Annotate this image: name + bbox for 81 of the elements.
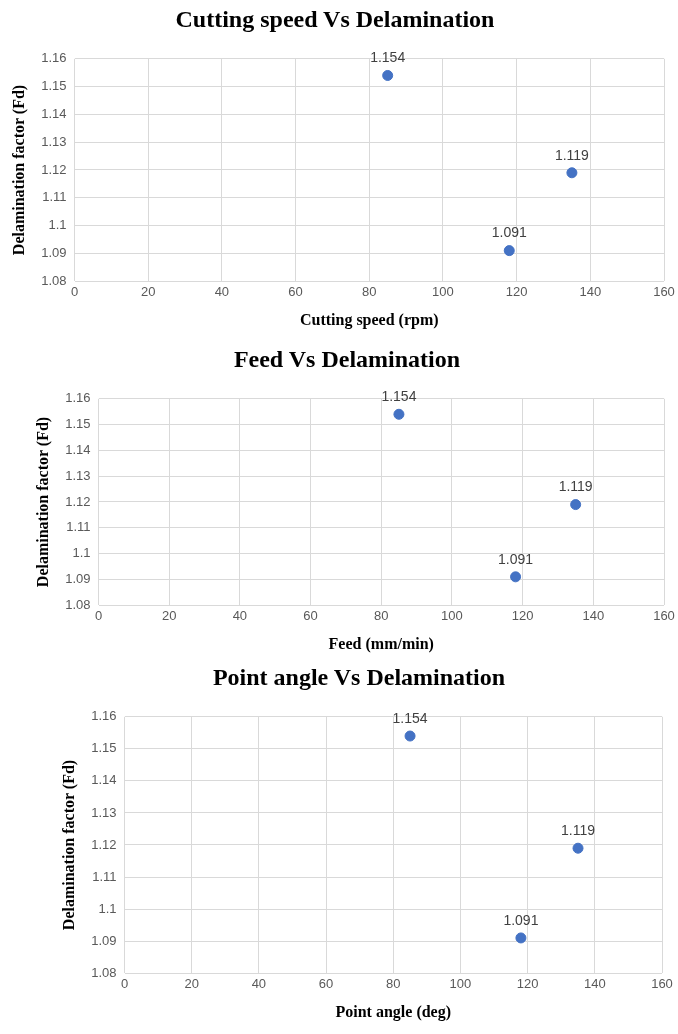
y-axis-title: Delamination factor (Fd): [33, 416, 52, 588]
y-tick-label: 1.15: [41, 78, 67, 94]
y-tick-label: 1.08: [65, 596, 91, 612]
chart-title: Cutting speed Vs Delamination: [175, 5, 495, 32]
y-tick-label: 1.1: [98, 900, 117, 916]
y-axis-title: Delamination factor (Fd): [9, 84, 28, 256]
y-axis-title: Delamination factor (Fd): [59, 759, 78, 931]
x-tick-label: 40: [251, 975, 267, 991]
x-tick-label: 60: [288, 283, 303, 299]
x-tick-label: 80: [374, 607, 389, 623]
x-tick-label: 80: [386, 975, 401, 991]
point: [570, 499, 582, 511]
x-tick-label: 20: [161, 607, 177, 623]
x-tick-label: 120: [511, 607, 534, 623]
x-tick-label: 0: [120, 975, 129, 991]
x-tick-label: 100: [432, 283, 454, 299]
y-tick-label: 1.15: [91, 740, 117, 756]
x-axis-title: Cutting speed (rpm): [299, 310, 439, 329]
point: [382, 69, 394, 81]
y-tick-label: 1.1: [48, 217, 67, 233]
point: [510, 571, 522, 583]
x-tick-label: 160: [653, 283, 675, 299]
data-label: 1.119: [558, 478, 593, 495]
x-tick-label: 0: [70, 283, 79, 299]
x-tick-label: 140: [579, 283, 602, 299]
x-tick-label: 20: [184, 975, 199, 991]
x-tick-label: 120: [505, 283, 528, 299]
x-tick-label: 140: [583, 975, 606, 991]
y-tick-label: 1.08: [41, 272, 67, 288]
data-label: 1.091: [491, 224, 527, 241]
x-tick-label: 40: [232, 607, 248, 623]
x-tick-label: 60: [318, 975, 334, 991]
y-tick-label: 1.09: [41, 244, 67, 260]
y-tick-label: 1.11: [66, 519, 91, 535]
data-label: 1.091: [503, 911, 539, 928]
x-tick-label: 20: [140, 283, 156, 299]
point: [404, 730, 416, 742]
point: [393, 408, 405, 420]
x-axis-title: Point angle (deg): [335, 1002, 452, 1021]
y-tick-label: 1.14: [91, 772, 117, 788]
point: [503, 245, 515, 257]
x-tick-label: 140: [582, 607, 605, 623]
x-tick-label: 160: [653, 607, 675, 623]
data-label: 1.154: [392, 709, 428, 726]
x-tick-label: 80: [362, 283, 377, 299]
point: [566, 167, 578, 179]
y-tick-label: 1.14: [41, 105, 67, 121]
y-tick-label: 1.12: [41, 161, 67, 177]
y-tick-label: 1.16: [65, 390, 91, 406]
y-tick-label: 1.08: [91, 964, 117, 980]
x-tick-label: 60: [303, 607, 318, 623]
y-tick-label: 1.09: [91, 932, 117, 948]
y-tick-label: 1.16: [41, 50, 67, 66]
chart-title: Point angle Vs Delamination: [212, 663, 506, 690]
point: [515, 932, 527, 944]
y-tick-label: 1.12: [65, 493, 91, 509]
y-tick-label: 1.11: [92, 868, 117, 884]
y-tick-label: 1.09: [65, 570, 91, 586]
x-tick-label: 40: [214, 283, 230, 299]
x-tick-label: 0: [94, 607, 103, 623]
data-label: 1.119: [561, 822, 596, 839]
y-tick-label: 1.1: [72, 545, 91, 561]
data-label: 1.154: [370, 49, 406, 66]
y-tick-label: 1.11: [42, 189, 67, 205]
y-tick-label: 1.13: [41, 133, 67, 149]
x-tick-label: 100: [441, 607, 463, 623]
x-tick-label: 100: [449, 975, 472, 991]
chart-title: Feed Vs Delamination: [233, 345, 461, 372]
y-tick-label: 1.13: [91, 804, 117, 820]
x-tick-label: 160: [651, 975, 673, 991]
y-tick-label: 1.13: [65, 467, 91, 483]
data-label: 1.119: [554, 146, 590, 163]
y-tick-label: 1.15: [65, 416, 91, 432]
y-tick-label: 1.16: [91, 708, 117, 724]
x-tick-label: 120: [516, 975, 539, 991]
data-label: 1.154: [381, 388, 417, 405]
y-tick-label: 1.12: [91, 836, 117, 852]
y-tick-label: 1.14: [65, 441, 91, 457]
x-axis-title: Feed (mm/min): [328, 634, 434, 653]
data-label: 1.091: [498, 550, 534, 567]
point: [572, 842, 584, 854]
